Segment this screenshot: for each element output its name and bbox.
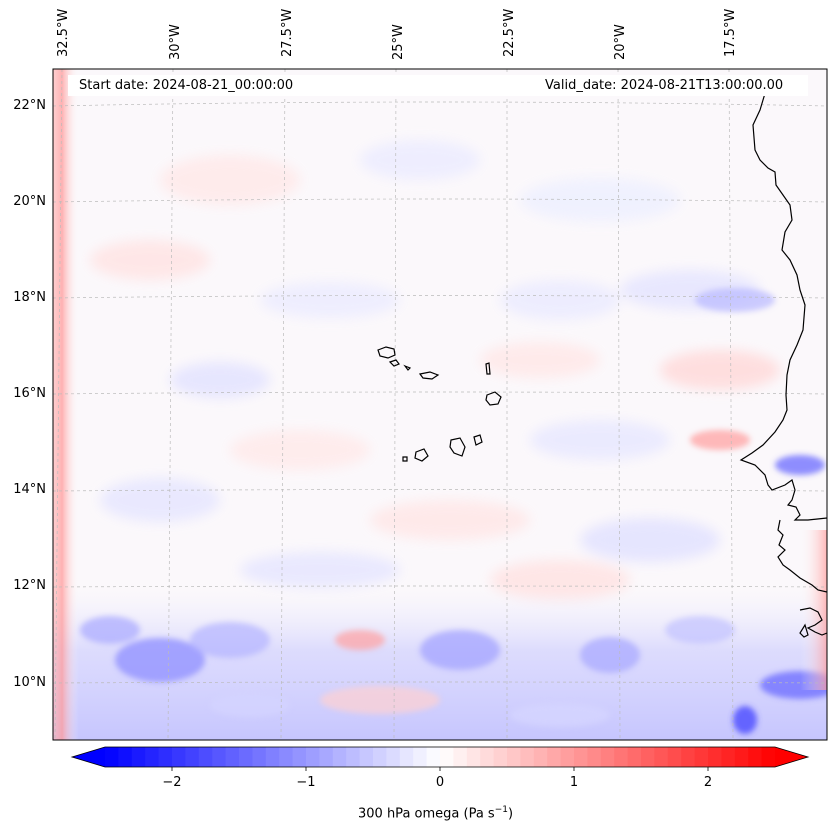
colorbar-tick-label: 0: [435, 775, 445, 790]
colorbar-cell: [694, 747, 709, 767]
colorbar-cell: [507, 747, 521, 767]
colorbar-cell: [306, 747, 320, 767]
colorbar-label-exponent: −1: [494, 805, 508, 815]
colorbar-cell: [172, 747, 186, 767]
lat-label: 12°N: [13, 578, 46, 593]
colorbar-cell: [332, 747, 347, 767]
colorbar-cell: [667, 747, 682, 767]
colorbar-cell: [185, 747, 200, 767]
colorbar-cell: [627, 747, 642, 767]
colorbar-cell: [734, 747, 749, 767]
colorbar-label-end: ): [507, 806, 514, 822]
colorbar-cell: [319, 747, 334, 767]
colorbar-outline: [70, 746, 810, 768]
date-background: [68, 75, 808, 96]
colorbar-cell: [413, 747, 428, 767]
colorbar-tick-label: 1: [569, 775, 579, 790]
colorbar-cell: [533, 747, 548, 767]
colorbar-cell: [239, 747, 253, 767]
colorbar-max-extend: [775, 747, 808, 767]
colorbar-cell: [466, 747, 481, 767]
colorbar-cell: [198, 747, 213, 767]
lat-label: 16°N: [13, 386, 46, 401]
colorbar-tick-label: −1: [296, 775, 316, 790]
colorbar-cell: [279, 747, 294, 767]
colorbar-cell: [587, 747, 602, 767]
colorbar-cell: [346, 747, 361, 767]
lat-label: 20°N: [13, 194, 46, 209]
colorbar-cell: [547, 747, 562, 767]
graticule: [53, 69, 827, 740]
colorbar: [70, 746, 810, 771]
colorbar-cell: [426, 747, 441, 767]
colorbar-cell: [359, 747, 374, 767]
colorbar-tick-label: 2: [703, 775, 713, 790]
colorbar-cell: [453, 747, 468, 767]
lat-label: 18°N: [13, 290, 46, 305]
omega-field: [53, 69, 827, 740]
colorbar-cell: [145, 747, 160, 767]
colorbar-cell: [614, 747, 629, 767]
colorbar-cell: [520, 747, 535, 767]
colorbar-tick-label: −2: [162, 775, 182, 790]
colorbar-cell: [721, 747, 736, 767]
colorbar-cell: [574, 747, 588, 767]
colorbar-cell: [131, 747, 146, 767]
lat-label: 14°N: [13, 482, 46, 497]
colorbar-cell: [708, 747, 722, 767]
colorbar-cell: [399, 747, 414, 767]
colorbar-cell: [373, 747, 387, 767]
colorbar-label-main: 300 hPa omega (Pa s: [358, 806, 495, 822]
colorbar-cell: [292, 747, 307, 767]
colorbar-cell: [748, 747, 763, 767]
valid-date-label: Valid_date: 2024-08-21T13:00:00.00: [545, 78, 784, 93]
colorbar-cell: [493, 747, 508, 767]
lat-label: 10°N: [13, 675, 46, 690]
colorbar-cell: [480, 747, 495, 767]
start-date-label: Start date: 2024-08-21_00:00:00: [79, 78, 294, 93]
colorbar-cell: [641, 747, 655, 767]
colorbar-cell: [440, 747, 454, 767]
colorbar-ticks: [171, 767, 709, 771]
colorbar-cell: [265, 747, 280, 767]
colorbar-cell: [681, 747, 696, 767]
map-border: [52, 68, 828, 741]
colorbar-min-extend: [72, 747, 105, 767]
colorbar-cell: [158, 747, 173, 767]
colorbar-cell: [225, 747, 240, 767]
colorbar-cell: [118, 747, 133, 767]
colorbar-cell: [105, 747, 119, 767]
coastline: [739, 79, 827, 638]
cape-verde-islands: [377, 346, 502, 462]
colorbar-label: 300 hPa omega (Pa s−1): [358, 805, 513, 821]
colorbar-cell: [560, 747, 575, 767]
colorbar-cell: [654, 747, 669, 767]
colorbar-cell: [600, 747, 615, 767]
colorbar-cell: [386, 747, 401, 767]
colorbar-cell: [761, 747, 776, 767]
colorbar-cell: [212, 747, 227, 767]
lat-label: 22°N: [13, 98, 46, 113]
colorbar-cell: [252, 747, 267, 767]
